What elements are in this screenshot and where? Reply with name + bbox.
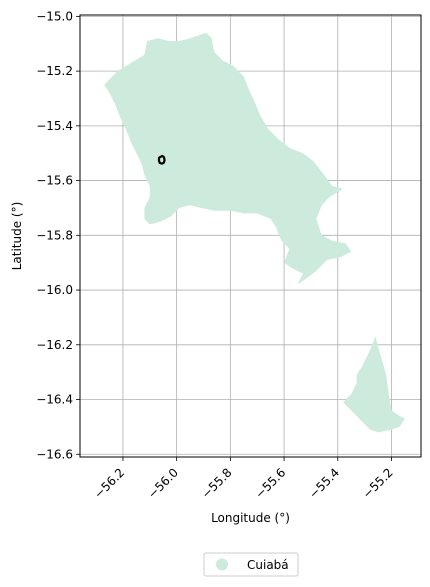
y-tick-label-6: −16.2 bbox=[36, 338, 73, 352]
y-axis-ticks: −15.0 −15.2 −15.4 −15.6 −15.8 −16.0 −16.2 −16.4… bbox=[36, 9, 80, 461]
legend: Cuiabá bbox=[203, 552, 299, 577]
x-axis-label: Longitude (°) bbox=[211, 511, 290, 525]
y-axis-label: Latitude (°) bbox=[10, 202, 24, 271]
x-tick-label-1: −56.0 bbox=[145, 465, 181, 501]
y-tick-label-3: −15.6 bbox=[36, 174, 73, 188]
y-tick-label-2: −15.4 bbox=[36, 119, 73, 133]
x-tick-label-0: −56.2 bbox=[91, 465, 127, 501]
highlight-outline bbox=[157, 154, 166, 165]
y-tick-label-4: −15.8 bbox=[36, 228, 73, 242]
map-regions bbox=[104, 32, 405, 433]
y-tick-label-8: −16.6 bbox=[36, 447, 73, 461]
y-tick-label-5: −16.0 bbox=[36, 283, 73, 297]
x-tick-label-3: −55.6 bbox=[252, 465, 288, 501]
x-axis-ticks: −56.2 −56.0 −55.8 −55.6 −55.4 −55.2 bbox=[91, 457, 396, 501]
legend-box bbox=[203, 552, 299, 577]
axes-frame bbox=[79, 14, 422, 458]
region-cuiaba-part-1 bbox=[343, 336, 405, 433]
x-tick-label-4: −55.4 bbox=[306, 465, 342, 501]
y-tick-label-0: −15.0 bbox=[36, 9, 73, 23]
legend-marker-cuiaba bbox=[216, 558, 228, 571]
y-tick-label-1: −15.2 bbox=[36, 64, 73, 78]
y-tick-label-7: −16.4 bbox=[36, 393, 73, 407]
x-tick-label-5: −55.2 bbox=[360, 465, 396, 501]
x-tick-label-2: −55.8 bbox=[199, 465, 235, 501]
region-cuiaba-part-0 bbox=[104, 32, 352, 285]
legend-label-cuiaba: Cuiabá bbox=[247, 558, 289, 572]
highlight-outline-layer bbox=[157, 154, 166, 165]
